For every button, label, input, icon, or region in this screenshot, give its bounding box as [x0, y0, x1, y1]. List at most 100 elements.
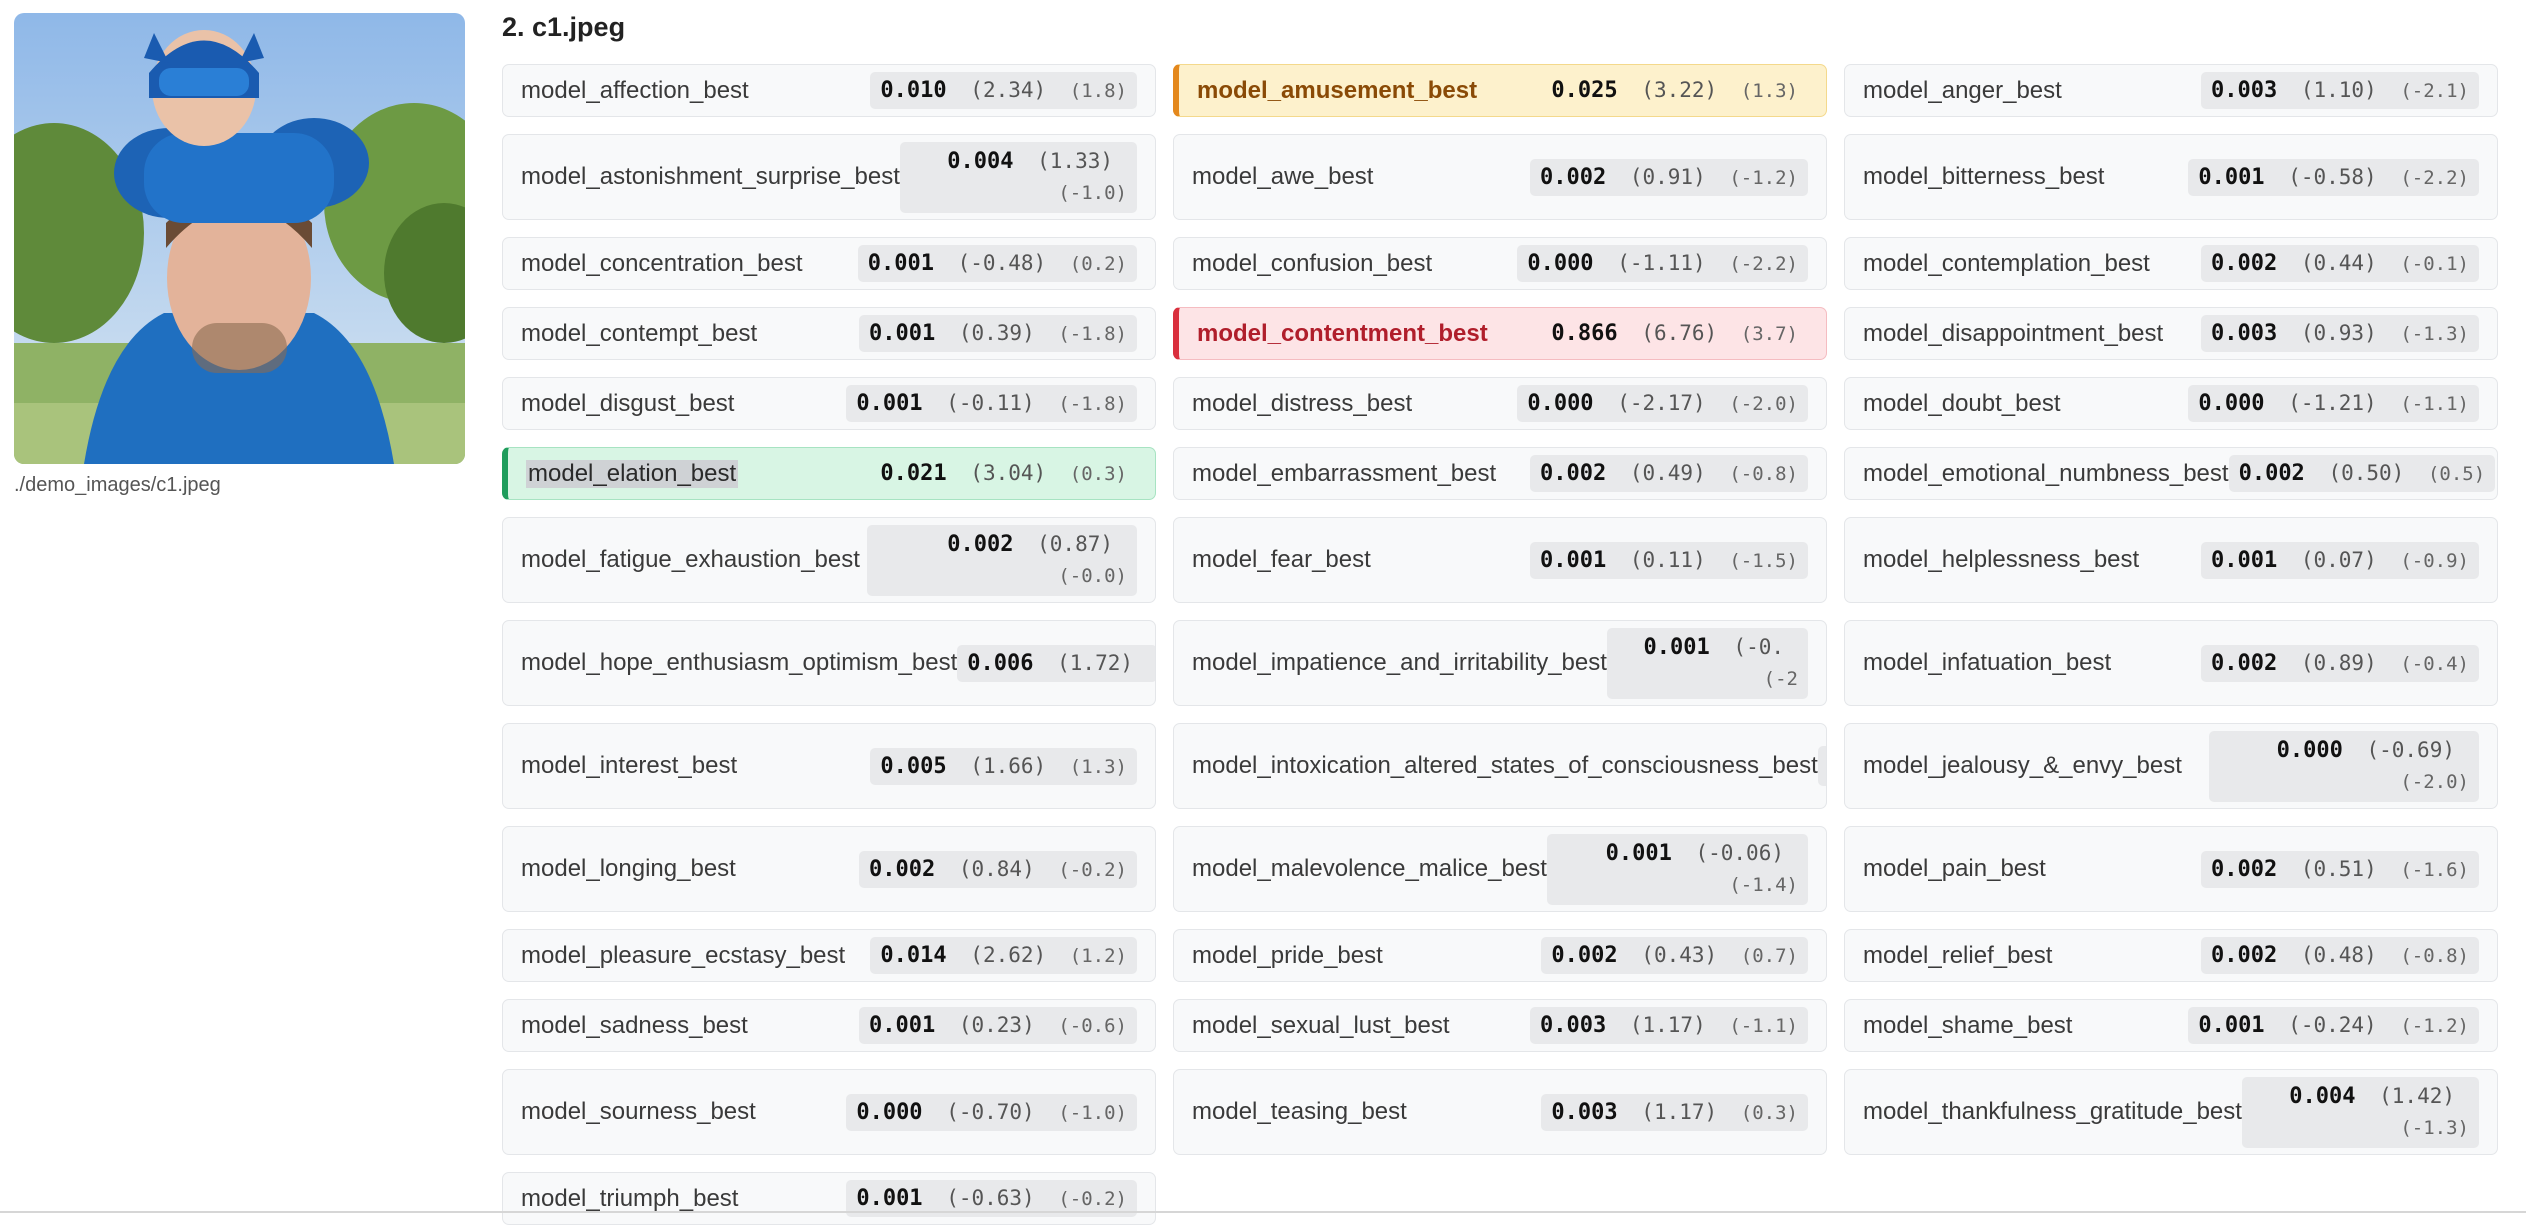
baseline-score: (0.7): [1740, 945, 1798, 967]
baseline-score: (-1.3): [2400, 1116, 2469, 1139]
model-card: model_elation_best 0.021 (3.04) (0.3): [502, 447, 1156, 500]
score-badge: 0.001 (-0.58) (-2.2): [2188, 158, 2479, 196]
baseline-score: (-0.6): [1058, 1015, 1127, 1037]
z-score: (-0.24): [2288, 1013, 2377, 1037]
model-card: model_affection_best 0.010 (2.34) (1.8): [502, 64, 1156, 117]
probability-score: 0.001: [856, 1186, 923, 1211]
model-name: model_pride_best: [1192, 941, 1383, 969]
model-name: model_contempt_best: [521, 319, 758, 347]
baseline-score: (0.5): [2427, 463, 2486, 485]
score-badge: 0.001 (-0.24) (-1.2): [2188, 1007, 2479, 1044]
score-badge: 0.866 (6.76) (3.7): [1541, 315, 1808, 352]
model-card: model_interest_best 0.005 (1.66) (1.3): [502, 723, 1156, 809]
model-name: model_pleasure_ecstasy_best: [521, 941, 846, 969]
z-score: (0.91): [1629, 164, 1706, 189]
model-name: model_intoxication_altered_states_of_con…: [1192, 752, 1818, 779]
z-score: (3.22): [1641, 78, 1718, 102]
model-card: model_contentment_best 0.866 (6.76) (3.7): [1173, 307, 1827, 360]
baseline-score: (-2.2): [1729, 253, 1798, 275]
model-card: model_contemplation_best 0.002 (0.44) (-0…: [1844, 237, 2498, 290]
model-name: model_impatience_and_irritability_best: [1192, 649, 1607, 676]
probability-score: 0.000: [2276, 737, 2343, 763]
probability-score: 0.005: [880, 753, 947, 779]
z-score: (3.04): [970, 461, 1047, 485]
baseline-score: (-2.2): [2400, 166, 2469, 189]
baseline-score: (-0.4): [2400, 652, 2469, 675]
bottom-divider: [0, 1211, 2526, 1213]
baseline-score: (-1.8): [1058, 323, 1127, 345]
baseline-score: (0.2): [1069, 253, 1127, 275]
model-card: model_bitterness_best 0.001 (-0.58) (-2.2…: [1844, 134, 2498, 220]
probability-score: 0.000: [1527, 251, 1594, 276]
model-card: model_doubt_best 0.000 (-1.21) (-1.1): [1844, 377, 2498, 430]
model-results-grid: model_affection_best 0.010 (2.34) (1.8) m…: [502, 64, 2498, 1225]
model-name: model_contemplation_best: [1863, 249, 2150, 277]
baseline-score: (-2: [1763, 667, 1798, 690]
z-score: (1.66): [970, 753, 1047, 778]
score-badge: 0.001 (0.11) (-1.5): [1529, 541, 1808, 579]
score-badge: 0.001 (0.23) (-0.6): [858, 1007, 1137, 1044]
score-badge: 0.001 (-0.63) (-0.2): [846, 1180, 1137, 1217]
model-name: model_teasing_best: [1192, 1098, 1407, 1125]
score-badge: 0.002 (0.91) (-1.2): [1529, 158, 1808, 196]
probability-score: 0.002: [2210, 943, 2278, 968]
baseline-score: (-2.1): [2400, 80, 2469, 102]
model-name: model_disappointment_best: [1863, 319, 2164, 347]
probability-score: 0.004: [2289, 1083, 2356, 1109]
model-card: model_pain_best 0.002 (0.51) (-1.6): [1844, 826, 2498, 912]
probability-score: 0.001: [856, 391, 923, 416]
model-card: model_disgust_best 0.001 (-0.11) (-1.8): [502, 377, 1156, 430]
probability-score: 0.002: [947, 531, 1014, 557]
model-name: model_hope_enthusiasm_optimism_best: [521, 649, 958, 676]
probability-score: 0.025: [1551, 78, 1618, 103]
score-badge: 0.002 (0.49) (-0.8): [1529, 455, 1808, 492]
score-badge: 0.003 (1.10) (-2.1): [2200, 72, 2479, 109]
baseline-score: (-0.8): [1729, 463, 1798, 485]
z-score: (0.07): [2300, 547, 2377, 572]
z-score: (2.62): [970, 943, 1047, 967]
score-badge: 0.001 (0.07) (-0.9): [2200, 541, 2479, 579]
probability-score: 0.002: [1539, 164, 1607, 190]
photo-illustration: [14, 13, 465, 464]
probability-score: 0.006: [967, 650, 1034, 676]
probability-score: 0.003: [2210, 321, 2278, 346]
score-badge: 0.014 (2.62) (1.2): [870, 937, 1137, 974]
model-name: model_contentment_best: [1197, 319, 1488, 347]
probability-score: 0.000: [1527, 391, 1594, 416]
baseline-score: (-0.9): [2400, 549, 2469, 572]
model-name: model_fear_best: [1192, 546, 1371, 573]
probability-score: 0.000: [856, 1099, 923, 1125]
model-card: model_disappointment_best 0.003 (0.93) (-…: [1844, 307, 2498, 360]
score-badge: 0.000 (-1.11) (-2.2): [1517, 245, 1808, 282]
probability-score: 0.002: [1539, 461, 1607, 486]
model-name: model_malevolence_malice_best: [1192, 855, 1547, 882]
model-name: model_awe_best: [1192, 163, 1374, 190]
baseline-score: (1.3): [1740, 80, 1798, 102]
baseline-score: (-2.0): [1729, 393, 1798, 415]
probability-score: 0.003: [1539, 1013, 1607, 1038]
probability-score: 0.001: [1643, 634, 1710, 660]
model-name: model_amusement_best: [1197, 76, 1478, 104]
model-card: model_impatience_and_irritability_best 0.…: [1173, 620, 1827, 706]
z-score: (-1.21): [2288, 391, 2377, 415]
z-score: (0.89): [2300, 650, 2377, 675]
model-name: model_doubt_best: [1863, 389, 2061, 417]
model-card: model_confusion_best 0.000 (-1.11) (-2.2): [1173, 237, 1827, 290]
model-card: model_sexual_lust_best 0.003 (1.17) (-1.1…: [1173, 999, 1827, 1052]
model-name: model_jealousy_&_envy_best: [1863, 752, 2182, 779]
model-card: model_contempt_best 0.001 (0.39) (-1.8): [502, 307, 1156, 360]
score-badge: 0.001 (-0.48) (0.2): [857, 245, 1137, 282]
baseline-score: (-1.6): [2400, 858, 2469, 881]
baseline-score: (-1.0): [1058, 181, 1127, 204]
score-badge: 0.000 (-1.21) (-1.1): [2188, 385, 2479, 422]
model-name: model_relief_best: [1863, 941, 2053, 969]
z-score: (0.50): [2328, 461, 2405, 485]
model-card: model_longing_best 0.002 (0.84) (-0.2): [502, 826, 1156, 912]
model-name: model_infatuation_best: [1863, 649, 2112, 676]
probability-score: 0.000: [2198, 391, 2265, 416]
score-badge: 0.003 (1.17) (0.3): [1541, 1093, 1808, 1131]
z-score: (0.23): [958, 1013, 1035, 1037]
score-badge: 0.002 (0.50) (0.5): [2228, 455, 2496, 492]
z-score: (1.17): [1629, 1013, 1706, 1037]
probability-score: 0.004: [947, 148, 1014, 174]
